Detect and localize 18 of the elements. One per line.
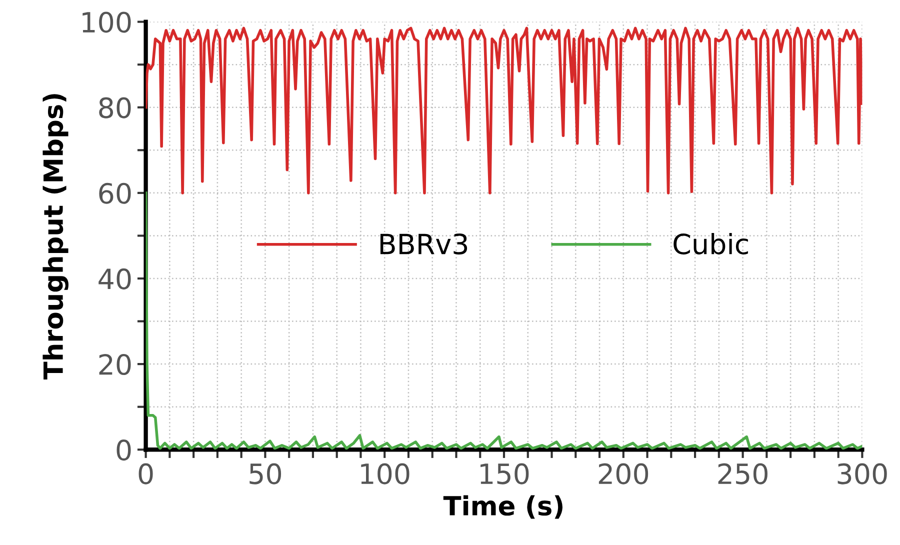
y-axis-title: Throughput (Mbps)	[42, 94, 68, 380]
y-tick-label: 60	[99, 182, 131, 204]
x-axis-title: Time (s)	[443, 495, 562, 519]
y-tick-label: 40	[98, 268, 131, 290]
legend-label: BBRv3	[380, 233, 468, 254]
x-tick-label: 300	[838, 463, 887, 484]
x-tick-label: 50	[250, 463, 282, 484]
y-tick-label: 100	[82, 12, 131, 33]
x-tick-label: 250	[718, 463, 768, 484]
x-tick-label: 0	[138, 463, 153, 484]
x-tick-label: 100	[361, 463, 410, 484]
y-tick-label: 20	[99, 354, 131, 376]
x-tick-label: 200	[598, 463, 648, 484]
legend-label: Cubic	[674, 232, 748, 254]
line-series	[146, 26, 862, 194]
y-tick-label: 0	[116, 440, 131, 461]
x-tick-label: 150	[480, 463, 529, 484]
y-tick-label: 80	[99, 97, 131, 118]
